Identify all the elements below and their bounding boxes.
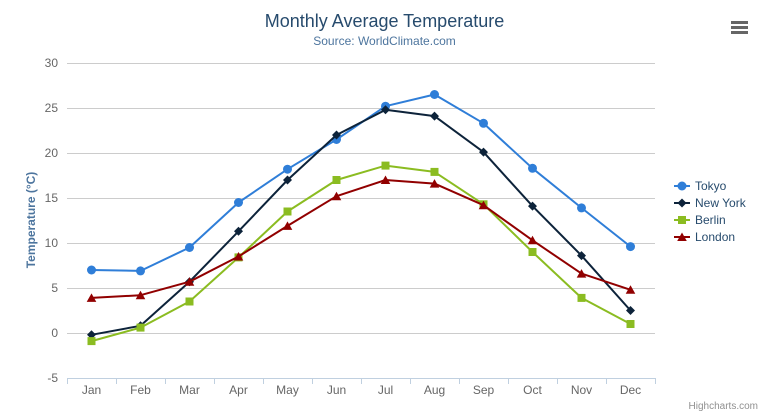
x-axis-label: Feb xyxy=(130,383,151,397)
legend-marker-tokyo xyxy=(677,181,687,190)
marker-tokyo[interactable] xyxy=(528,163,537,173)
marker-new-york[interactable] xyxy=(283,175,292,185)
series-line-new-york xyxy=(90,108,632,336)
x-axis-label: Jan xyxy=(82,383,101,397)
export-menu-button[interactable] xyxy=(727,17,753,39)
marker-new-york[interactable] xyxy=(87,330,96,340)
marker-new-york[interactable] xyxy=(332,130,341,140)
marker-tokyo[interactable] xyxy=(626,242,635,252)
y-axis-label: 30 xyxy=(45,56,59,70)
marker-new-york[interactable] xyxy=(626,306,635,315)
marker-london[interactable] xyxy=(576,269,587,278)
chart-title: Monthly Average Temperature xyxy=(264,11,505,31)
legend-symbol-tokyo xyxy=(674,181,690,190)
marker-new-york[interactable] xyxy=(528,201,537,211)
marker-tokyo[interactable] xyxy=(87,265,96,275)
marker-berlin[interactable] xyxy=(381,161,390,170)
legend-label: London xyxy=(695,229,736,244)
x-axis-label: Nov xyxy=(571,383,592,397)
marker-berlin[interactable] xyxy=(430,167,439,176)
marker-berlin[interactable] xyxy=(87,337,96,346)
x-axis-label: Dec xyxy=(620,383,641,397)
marker-london[interactable] xyxy=(184,277,195,286)
marker-berlin[interactable] xyxy=(185,297,194,306)
legend-symbol-london xyxy=(674,232,690,241)
y-axis-label: 10 xyxy=(45,236,59,250)
legend-marker-berlin xyxy=(678,215,686,224)
y-axis-title: Temperature (°C) xyxy=(24,171,38,269)
legend-symbol-berlin xyxy=(674,215,690,224)
marker-berlin[interactable] xyxy=(332,176,341,184)
marker-london[interactable] xyxy=(86,293,97,302)
legend-label: New York xyxy=(695,195,746,210)
marker-berlin[interactable] xyxy=(283,207,292,216)
legend-marker-new-york xyxy=(677,198,687,207)
marker-london[interactable] xyxy=(625,285,636,294)
y-axis-label: 25 xyxy=(45,101,59,115)
series-line-tokyo xyxy=(90,93,632,272)
series-line-berlin xyxy=(90,164,632,343)
marker-tokyo[interactable] xyxy=(136,266,145,276)
y-axis-label: 20 xyxy=(45,146,59,160)
marker-london[interactable] xyxy=(527,235,538,245)
hamburger-icon xyxy=(731,20,749,34)
marker-london[interactable] xyxy=(331,191,342,201)
y-axis-label: -5 xyxy=(47,371,58,385)
marker-tokyo[interactable] xyxy=(577,203,586,213)
marker-london[interactable] xyxy=(478,200,489,210)
legend-item-berlin[interactable]: Berlin xyxy=(674,211,746,228)
legend-symbol-new-york xyxy=(674,198,690,207)
series-tokyo xyxy=(87,90,635,276)
marker-berlin[interactable] xyxy=(577,293,586,302)
legend-item-new-york[interactable]: New York xyxy=(674,194,746,211)
x-axis-label: Apr xyxy=(229,383,248,397)
hamburger-bar xyxy=(731,20,748,24)
marker-berlin[interactable] xyxy=(136,323,145,332)
x-axis-label: Aug xyxy=(424,383,445,397)
x-axis-label: Sep xyxy=(473,383,495,397)
marker-berlin[interactable] xyxy=(626,320,635,328)
marker-new-york[interactable] xyxy=(234,226,243,236)
hamburger-bar xyxy=(731,30,748,34)
marker-tokyo[interactable] xyxy=(479,118,488,128)
marker-new-york[interactable] xyxy=(381,105,390,115)
x-axis-label: Jun xyxy=(327,383,346,397)
marker-london[interactable] xyxy=(282,221,293,230)
x-axis-label: Mar xyxy=(179,383,200,397)
chart-subtitle: Source: WorldClimate.com xyxy=(313,34,456,48)
x-axis-label: Oct xyxy=(523,383,542,397)
hamburger-bar xyxy=(731,25,748,29)
marker-london[interactable] xyxy=(135,290,146,300)
marker-tokyo[interactable] xyxy=(283,164,292,174)
marker-new-york[interactable] xyxy=(430,111,439,121)
y-axis-label: 0 xyxy=(51,326,58,340)
x-axis-label: Jul xyxy=(378,383,393,397)
marker-london[interactable] xyxy=(429,179,440,188)
series-new-york xyxy=(87,105,635,340)
legend-label: Tokyo xyxy=(695,178,727,193)
marker-new-york[interactable] xyxy=(479,147,488,157)
legend-item-tokyo[interactable]: Tokyo xyxy=(674,177,746,194)
legend-marker-london xyxy=(677,232,687,241)
y-axis-label: 5 xyxy=(51,281,58,295)
marker-tokyo[interactable] xyxy=(185,243,194,252)
marker-tokyo[interactable] xyxy=(234,198,243,207)
y-axis-label: 15 xyxy=(45,191,59,205)
marker-london[interactable] xyxy=(233,252,244,261)
legend-item-london[interactable]: London xyxy=(674,228,746,245)
marker-tokyo[interactable] xyxy=(430,90,439,99)
series-london xyxy=(86,175,636,302)
marker-berlin[interactable] xyxy=(528,248,537,256)
legend-label: Berlin xyxy=(695,212,726,227)
marker-london[interactable] xyxy=(380,175,391,185)
x-axis-label: May xyxy=(276,383,299,397)
series-line-london xyxy=(90,179,632,299)
marker-new-york[interactable] xyxy=(577,251,586,261)
credits-link[interactable]: Highcharts.com xyxy=(688,401,758,412)
legend: Tokyo New York Berlin London xyxy=(674,177,746,245)
